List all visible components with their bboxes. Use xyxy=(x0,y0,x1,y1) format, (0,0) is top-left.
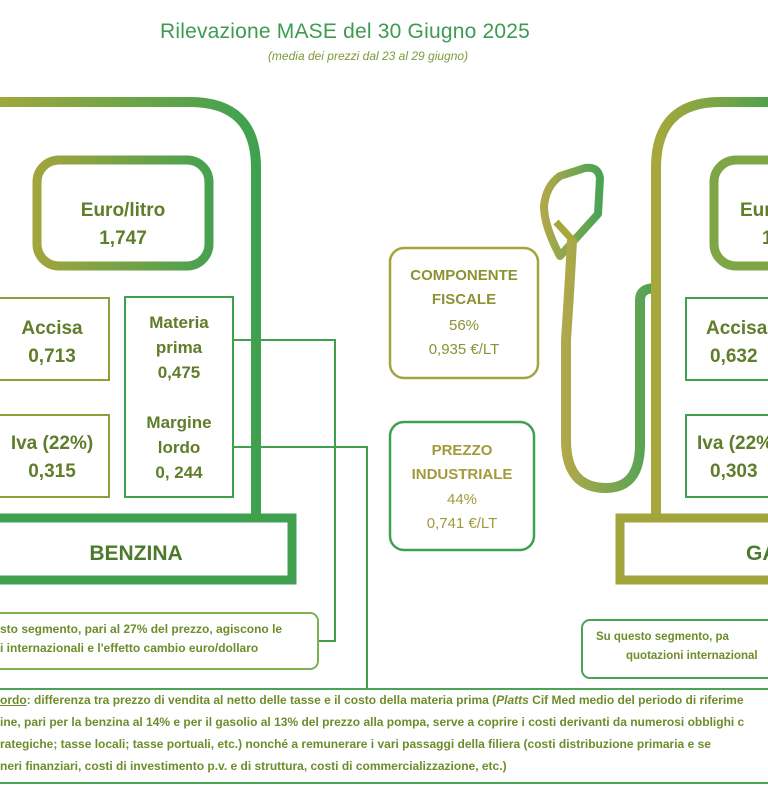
componente-fiscale-box xyxy=(388,246,540,380)
page-subtitle: (media dei prezzi dal 23 al 29 giugno) xyxy=(267,49,469,63)
benzina-materia-label-2: prima xyxy=(155,338,203,357)
left-note-box xyxy=(0,612,319,670)
footnote-line-1: ordo: differenza tra prezzo di vendita a… xyxy=(0,689,768,711)
gasolio-note-line-1: Su questo segmento, pa xyxy=(596,631,729,643)
connector-margine xyxy=(233,446,368,689)
componente-fiscale-line-1: COMPONENTE xyxy=(410,267,518,284)
hose-line xyxy=(561,239,657,494)
footnote: ordo: differenza tra prezzo di vendita a… xyxy=(0,689,768,777)
benzina-margine-label-1: Margine xyxy=(146,413,212,432)
prezzo-industriale-percent: 44% xyxy=(446,491,478,508)
page-title: Rilevazione MASE del 30 Giugno 2025 xyxy=(159,20,531,43)
gasolio-euro-litro-value: 1 xyxy=(762,228,768,249)
componente-fiscale-line-2: FISCALE xyxy=(431,291,497,308)
connector-materia xyxy=(233,339,336,642)
footnote-line-4: neri finanziari, costi di investimento p… xyxy=(0,759,507,773)
nozzle-icon xyxy=(540,163,604,260)
benzina-accisa-label: Accisa xyxy=(21,318,83,339)
benzina-note-line-2: i internazionali e l'effetto cambio euro… xyxy=(0,641,259,655)
footnote-line-2: ine, pari per la benzina al 14% e per il… xyxy=(0,715,745,729)
right-pump-base xyxy=(615,513,768,585)
left-materia-box xyxy=(124,296,234,498)
gasolio-note: Su questo segmento, pa quotazioni intern… xyxy=(596,628,768,666)
componente-fiscale-value: 0,935 €/LT xyxy=(428,341,500,358)
benzina-label: BENZINA xyxy=(89,542,183,565)
gasolio-accisa-label: Accisa xyxy=(706,318,768,339)
right-iva-box xyxy=(685,414,768,498)
left-pump-base xyxy=(0,513,297,585)
prezzo-industriale-line-1: PREZZO xyxy=(431,442,493,459)
benzina-materia-value: 0,475 xyxy=(157,363,201,382)
footnote-box xyxy=(0,688,768,784)
benzina-iva-value: 0,315 xyxy=(28,461,76,482)
componente-fiscale-percent: 56% xyxy=(448,317,480,334)
footnote-line-1a: : differenza tra prezzo di vendita al ne… xyxy=(26,693,497,707)
prezzo-industriale-value: 0,741 €/LT xyxy=(426,515,498,532)
benzina-euro-litro-value: 1,747 xyxy=(99,228,147,249)
prezzo-industriale-line-2: INDUSTRIALE xyxy=(411,466,513,483)
footnote-platts: Platts xyxy=(496,693,529,707)
benzina-margine-value: 0, 244 xyxy=(155,463,203,482)
prezzo-industriale-box xyxy=(388,420,536,552)
footnote-line-3: rategiche; tasse locali; tasse portuali,… xyxy=(0,737,711,751)
benzina-note: sto segmento, pari al 27% del prezzo, ag… xyxy=(0,620,318,658)
left-accisa-box xyxy=(0,297,110,381)
left-iva-box xyxy=(0,414,110,498)
benzina-accisa-value: 0,713 xyxy=(28,346,76,367)
footnote-line-1b: Cif Med medio del periodo di riferime xyxy=(528,693,744,707)
right-price-panel xyxy=(709,155,768,271)
gasolio-iva-value: 0,303 xyxy=(710,461,758,482)
gasolio-euro-litro-label: Eur xyxy=(740,200,768,221)
benzina-euro-litro-label: Euro/litro xyxy=(80,200,166,221)
gasolio-accisa-value: 0,632 xyxy=(710,346,758,367)
gasolio-note-line-2: quotazioni internazional xyxy=(626,650,758,662)
benzina-materia-label-1: Materia xyxy=(149,313,209,332)
footnote-term: ordo xyxy=(0,693,27,707)
gasolio-iva-label: Iva (22% xyxy=(697,433,768,454)
left-pump-outline xyxy=(0,97,261,518)
benzina-iva-label: Iva (22%) xyxy=(10,433,94,454)
left-price-panel xyxy=(32,155,214,271)
right-note-box xyxy=(581,619,768,679)
right-pump-outline xyxy=(651,97,768,518)
benzina-margine-label-2: lordo xyxy=(157,438,201,457)
gasolio-label: GA xyxy=(746,542,768,565)
benzina-note-line-1: sto segmento, pari al 27% del prezzo, ag… xyxy=(0,622,283,636)
right-accisa-box xyxy=(685,297,768,381)
